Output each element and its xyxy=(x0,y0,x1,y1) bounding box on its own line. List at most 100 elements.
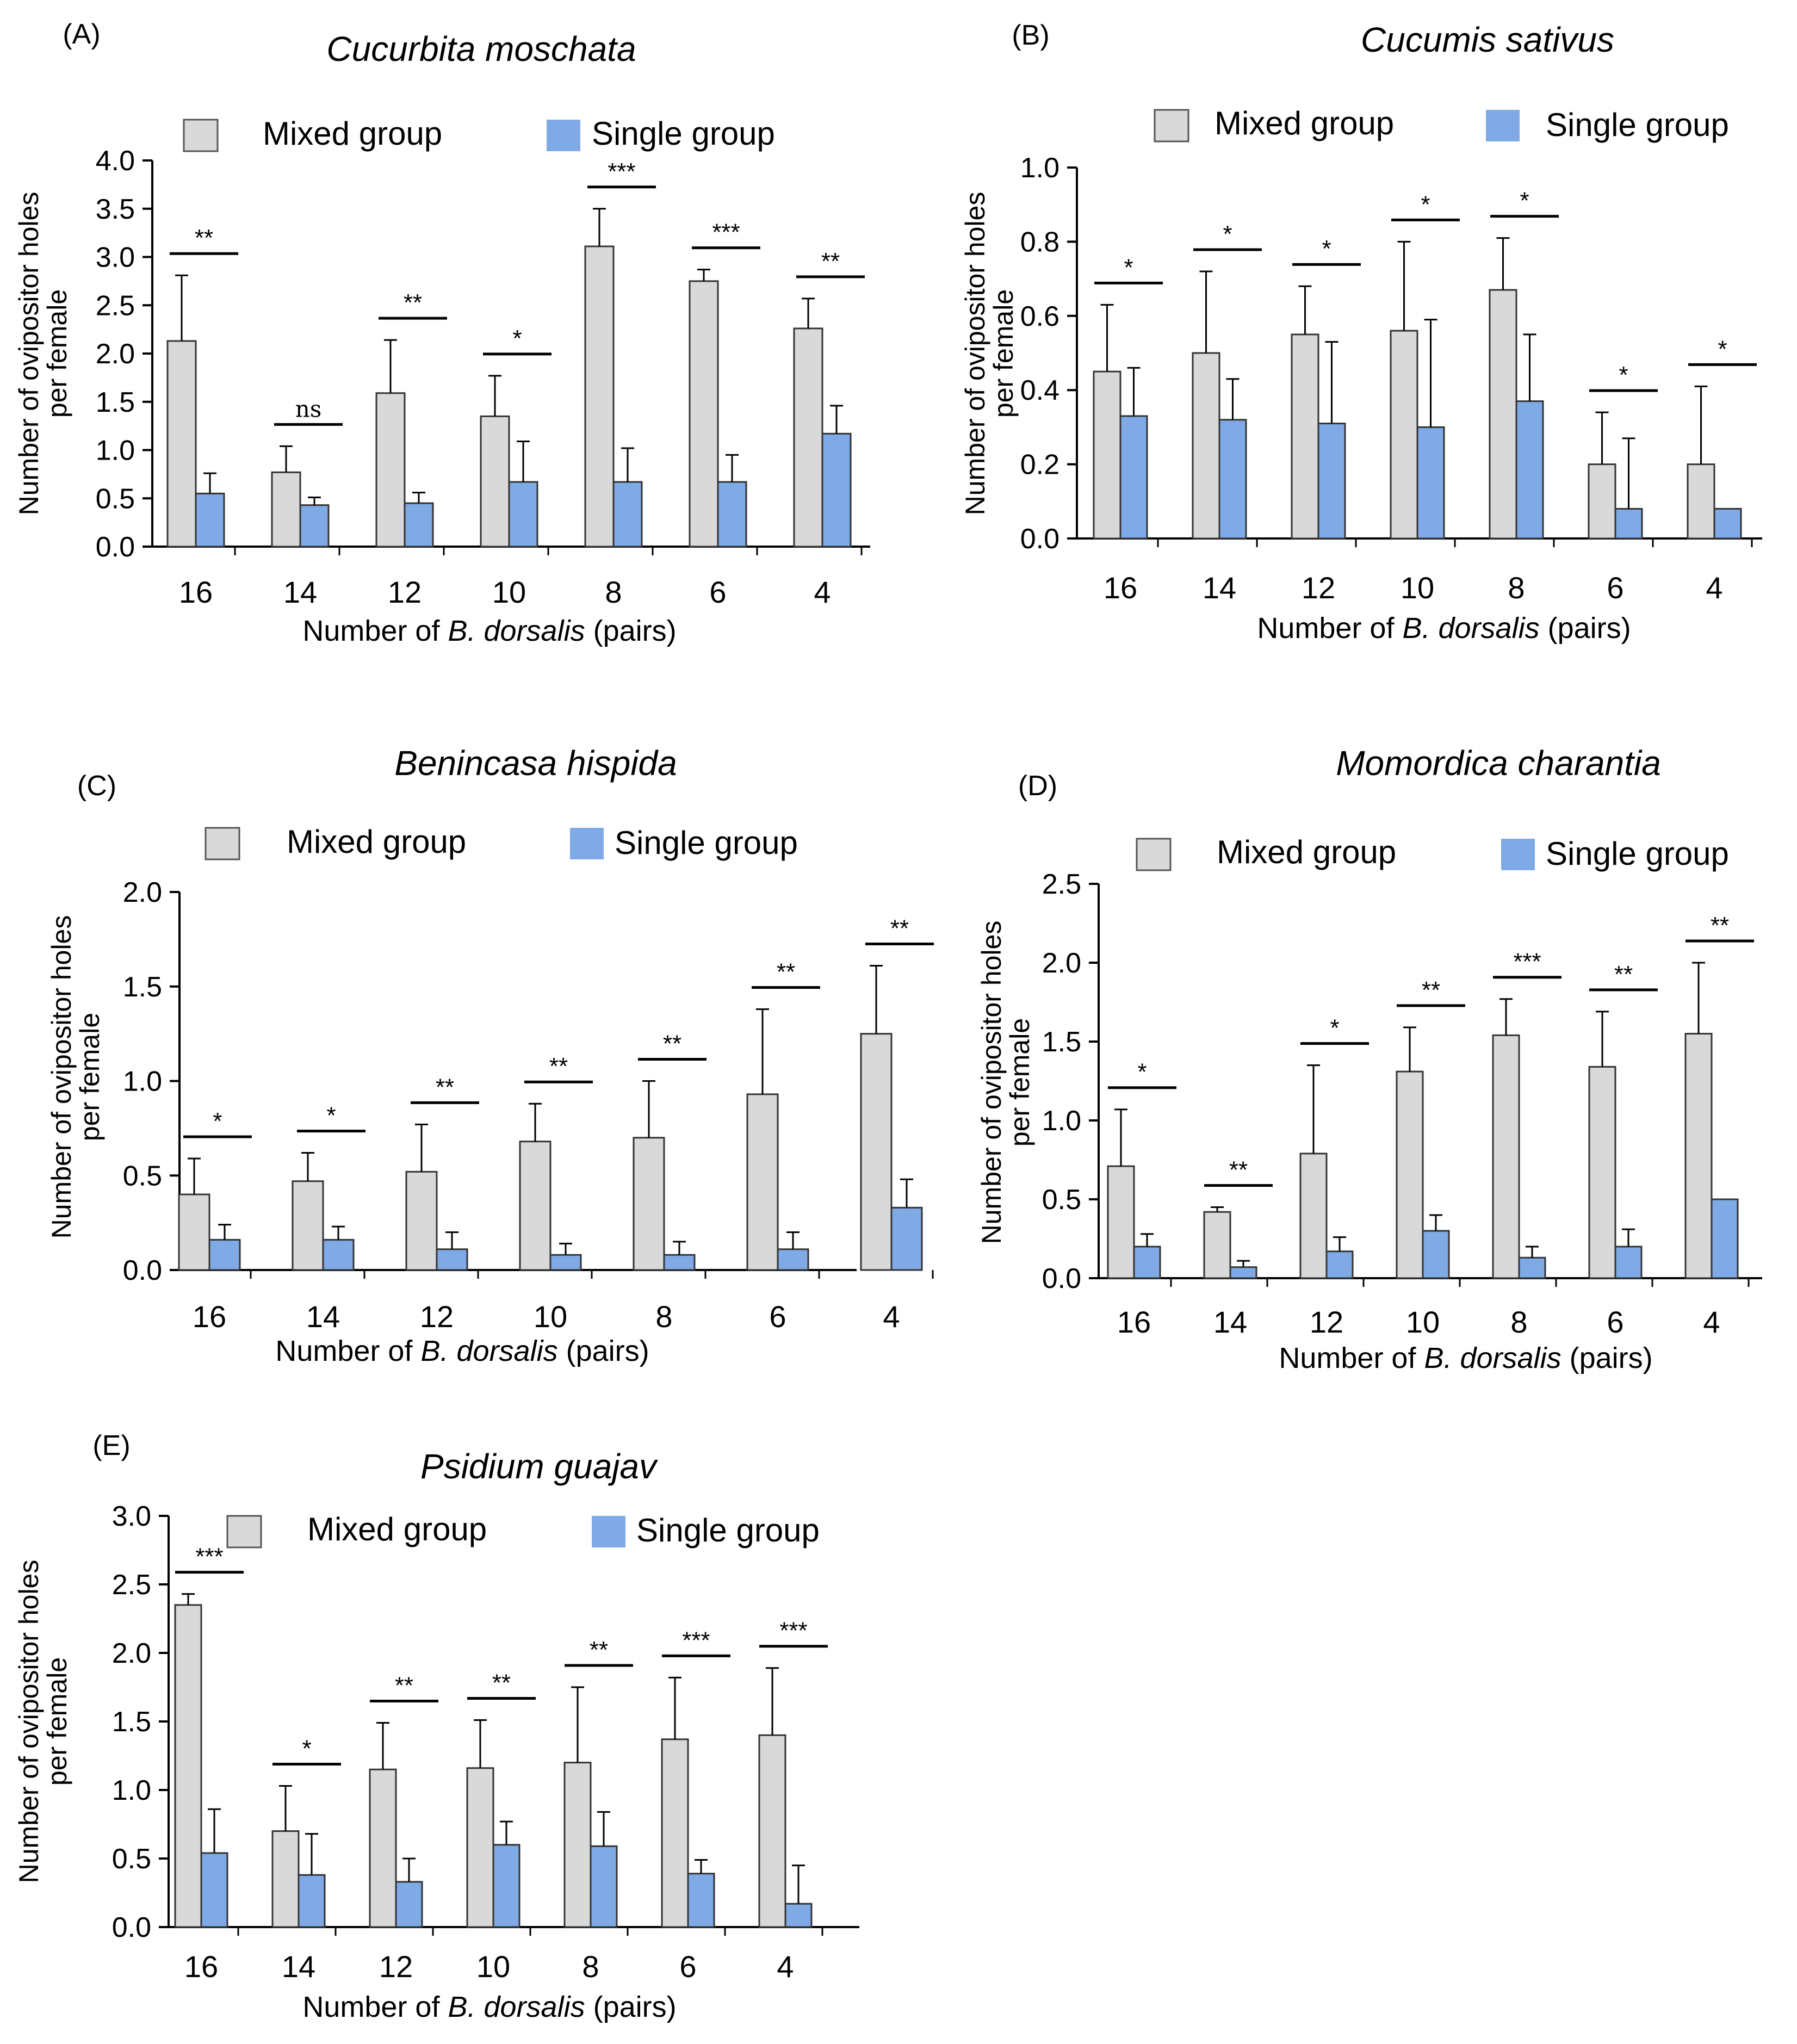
significance-label: ** xyxy=(1422,977,1440,1004)
bar-mixed xyxy=(271,1830,300,1928)
significance-label: * xyxy=(213,1108,222,1135)
x-category-label: 8 xyxy=(1508,571,1525,605)
significance-label: * xyxy=(512,325,522,352)
y-tick-label: 0.0 xyxy=(112,1912,151,1943)
bar-mixed xyxy=(1093,370,1121,540)
y-tick-label: 1.0 xyxy=(1042,1105,1081,1137)
chart-title: Psidium guajav xyxy=(420,1447,659,1486)
bar-single xyxy=(821,432,852,548)
bar-mixed xyxy=(1588,1066,1616,1279)
legend-swatch-mixed xyxy=(1154,109,1189,143)
legend-label-mixed: Mixed group xyxy=(287,823,466,860)
significance-label: *** xyxy=(608,158,635,185)
bar-single xyxy=(1711,1198,1739,1279)
x-category-label: 16 xyxy=(179,575,213,609)
bar-mixed xyxy=(174,1604,202,1928)
bar-mixed xyxy=(563,1762,592,1928)
bar-single xyxy=(1614,507,1643,540)
significance-label: *** xyxy=(1513,949,1541,975)
bar-single xyxy=(195,492,225,548)
legend-label-mixed: Mixed group xyxy=(1217,834,1396,870)
x-axis-label: Number of B. dorsalis (pairs) xyxy=(1257,612,1631,645)
chart-title: Benincasa hispida xyxy=(394,744,677,783)
significance-label: * xyxy=(326,1102,336,1129)
y-tick-label: 0.6 xyxy=(1020,301,1059,332)
y-axis-label: Number of ovipositor holesper female xyxy=(14,1560,72,1884)
bar-mixed xyxy=(1192,352,1220,540)
significance-label: ** xyxy=(890,915,909,942)
x-category-label: 4 xyxy=(814,575,831,609)
legend-swatch-single xyxy=(592,1516,625,1547)
significance-label: ** xyxy=(492,1669,511,1696)
x-category-label: 6 xyxy=(679,1949,696,1984)
bar-single xyxy=(612,481,643,548)
legend-swatch-single xyxy=(1501,839,1535,870)
x-category-label: 14 xyxy=(1213,1305,1247,1339)
y-axis-label-line2: per female xyxy=(42,1657,72,1786)
chart-panel-c: (C) Benincasa hispida Mixed group Single gr… xyxy=(46,744,934,1367)
bar-single xyxy=(298,1874,326,1928)
legend-label-single: Single group xyxy=(615,825,798,861)
y-axis-label-line1: Number of ovipositor holes xyxy=(976,921,1007,1244)
y-tick-label: 3.0 xyxy=(96,242,135,274)
y-tick-label: 0.5 xyxy=(112,1843,151,1875)
bar-mixed xyxy=(519,1141,552,1271)
bar-single xyxy=(1218,419,1247,540)
bar-single xyxy=(436,1248,468,1271)
significance-label: *** xyxy=(682,1627,710,1653)
x-category-label: 10 xyxy=(1401,571,1434,605)
chart-panel-e: (E) Psidium guajav Mixed group Single group… xyxy=(14,1430,859,2023)
significance-label: ** xyxy=(777,958,795,985)
bar-single xyxy=(404,502,434,548)
panel-label: (D) xyxy=(1018,770,1057,802)
x-category-label: 8 xyxy=(655,1299,672,1334)
x-category-label: 12 xyxy=(379,1949,413,1984)
y-tick-label: 1.5 xyxy=(123,971,162,1003)
significance-label: *** xyxy=(779,1618,807,1644)
bar-single xyxy=(717,481,747,548)
x-category-label: 16 xyxy=(1117,1305,1151,1339)
y-tick-label: 1.5 xyxy=(96,387,135,418)
x-axis-label-species: B. dorsalis xyxy=(448,1991,585,2023)
legend-swatch-mixed xyxy=(183,119,219,152)
significance-label: * xyxy=(1124,254,1133,281)
x-category-label: 10 xyxy=(1406,1305,1440,1339)
bar-single xyxy=(395,1881,423,1928)
x-axis-label-species: B. dorsalis xyxy=(420,1335,557,1367)
bar-single xyxy=(1229,1266,1257,1279)
x-axis-label-suffix: (pairs) xyxy=(1561,1342,1653,1374)
significance-label: ** xyxy=(663,1031,681,1057)
y-tick-label: 0.4 xyxy=(1020,375,1059,406)
legend-label-mixed: Mixed group xyxy=(263,115,442,152)
y-tick-label: 1.0 xyxy=(123,1066,162,1098)
significance-label: * xyxy=(1330,1015,1339,1042)
y-tick-label: 1.5 xyxy=(112,1706,151,1738)
x-category-label: 16 xyxy=(184,1949,218,1984)
legend-label-single: Single group xyxy=(636,1512,820,1549)
bar-single xyxy=(1614,1246,1643,1279)
significance-label: * xyxy=(1322,236,1331,262)
x-axis-label-prefix: Number of xyxy=(1257,612,1402,645)
y-tick-label: 1.0 xyxy=(96,435,135,467)
legend-swatch-single xyxy=(1486,110,1520,141)
significance-label: ** xyxy=(549,1053,568,1080)
bar-single xyxy=(322,1238,355,1271)
y-tick-label: 3.0 xyxy=(112,1501,151,1532)
x-category-label: 10 xyxy=(534,1299,567,1334)
y-tick-label: 2.0 xyxy=(96,338,135,370)
bar-mixed xyxy=(1588,463,1616,540)
legend-label-single: Single group xyxy=(1546,835,1729,872)
bar-mixed xyxy=(1687,463,1715,540)
bar-single xyxy=(1325,1250,1354,1279)
y-tick-label: 1.0 xyxy=(1020,152,1059,184)
x-category-label: 12 xyxy=(420,1299,454,1334)
bar-single xyxy=(549,1254,582,1271)
legend-swatch-mixed xyxy=(205,827,240,860)
bar-mixed xyxy=(480,415,510,548)
y-tick-label: 2.5 xyxy=(112,1569,151,1601)
bar-single xyxy=(777,1248,809,1271)
legend-label-single: Single group xyxy=(592,115,775,152)
chart-panel-b: (B) Cucumis sativus Mixed group Single grou… xyxy=(960,20,1762,645)
bar-mixed xyxy=(1390,330,1418,540)
bar-mixed xyxy=(633,1137,665,1271)
